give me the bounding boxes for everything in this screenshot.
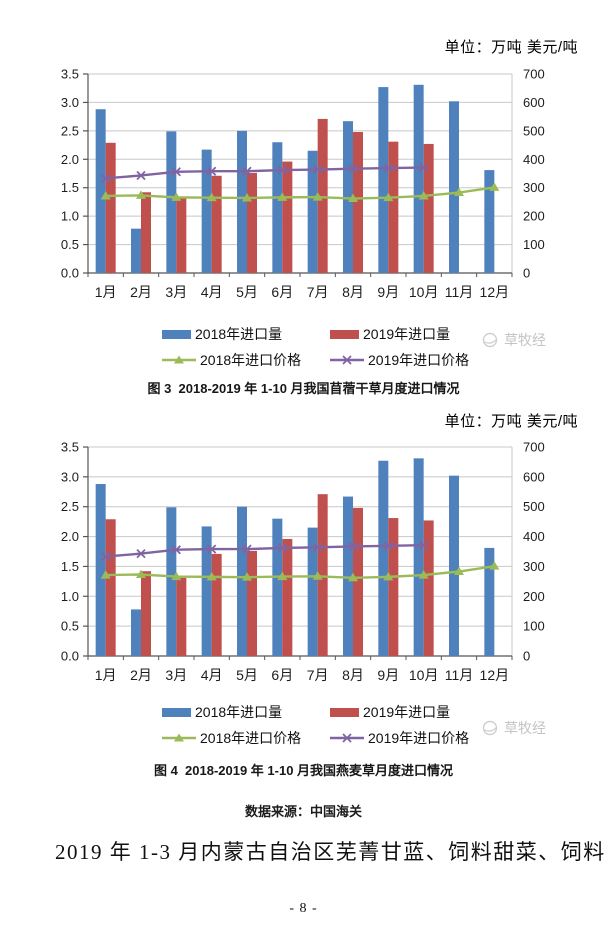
svg-text:11月: 11月	[445, 284, 474, 300]
legend-item-2018-volume: 2018年进口量	[162, 702, 330, 722]
page-number: - 8 -	[289, 901, 318, 916]
figure3-unit-label: 单位：万吨 美元/吨	[444, 39, 578, 56]
figure3-caption: 图 3 2018-2019 年 1-10 月我国苜蓿干草月度进口情况	[147, 381, 460, 396]
svg-text:400: 400	[523, 152, 545, 167]
svg-text:300: 300	[523, 180, 545, 195]
legend-item-2018-price: 2018年进口价格	[162, 728, 330, 748]
svg-text:600: 600	[523, 469, 545, 484]
legend-swatch-2018-volume	[162, 329, 191, 339]
legend-swatch-2019-price	[330, 732, 364, 744]
legend-label: 2018年进口价格	[200, 352, 302, 368]
svg-text:10月: 10月	[409, 284, 439, 300]
watermark-text: 草牧经	[504, 720, 546, 736]
svg-text:500: 500	[523, 499, 545, 514]
svg-text:2月: 2月	[130, 667, 152, 683]
legend-item-2019-price: 2019年进口价格	[330, 728, 498, 748]
legend-label: 2019年进口量	[363, 326, 451, 342]
svg-text:9月: 9月	[377, 284, 399, 300]
svg-text:7月: 7月	[307, 284, 329, 300]
svg-text:10月: 10月	[409, 667, 439, 683]
svg-text:9月: 9月	[377, 667, 399, 683]
svg-text:2.5: 2.5	[61, 499, 79, 514]
svg-text:1月: 1月	[95, 284, 117, 300]
figure3-legend: 2018年进口量 2019年进口量 2018年进口价格 2019年进口价格	[162, 324, 498, 370]
svg-text:11月: 11月	[445, 667, 474, 683]
svg-text:0.5: 0.5	[61, 619, 79, 634]
svg-text:3.5: 3.5	[61, 67, 79, 82]
svg-text:200: 200	[523, 589, 545, 604]
svg-text:2.0: 2.0	[61, 152, 79, 167]
figure4-legend: 2018年进口量 2019年进口量 2018年进口价格 2019年进口价格	[162, 702, 498, 748]
svg-text:0: 0	[523, 266, 530, 281]
legend-label: 2018年进口量	[195, 326, 283, 342]
svg-text:3.5: 3.5	[61, 440, 79, 455]
legend-item-2019-volume: 2019年进口量	[330, 324, 498, 344]
svg-text:100: 100	[523, 237, 545, 252]
svg-text:8月: 8月	[342, 667, 364, 683]
svg-text:300: 300	[523, 559, 545, 574]
svg-text:3月: 3月	[165, 667, 187, 683]
svg-text:700: 700	[523, 67, 545, 82]
figure4-unit-label: 单位：万吨 美元/吨	[444, 413, 578, 430]
svg-text:0.5: 0.5	[61, 237, 79, 252]
watermark: 草牧经	[481, 330, 546, 350]
svg-text:1.5: 1.5	[61, 559, 79, 574]
svg-text:7月: 7月	[307, 667, 329, 683]
legend-item-2018-volume: 2018年进口量	[162, 324, 330, 344]
svg-text:0: 0	[523, 649, 530, 664]
svg-text:4月: 4月	[201, 667, 223, 683]
svg-text:8月: 8月	[342, 284, 364, 300]
svg-text:3.0: 3.0	[61, 95, 79, 110]
svg-text:12月: 12月	[480, 284, 510, 300]
svg-text:500: 500	[523, 123, 545, 138]
legend-label: 2019年进口量	[363, 704, 451, 720]
legend-swatch-2018-price	[162, 354, 196, 366]
svg-text:1月: 1月	[95, 667, 117, 683]
legend-swatch-2018-volume	[162, 707, 191, 717]
svg-text:12月: 12月	[480, 667, 510, 683]
legend-item-2018-price: 2018年进口价格	[162, 350, 330, 370]
legend-label: 2019年进口价格	[368, 352, 470, 368]
svg-text:3月: 3月	[165, 284, 187, 300]
legend-swatch-2019-volume	[330, 707, 359, 717]
svg-text:0.0: 0.0	[61, 649, 79, 664]
svg-text:4月: 4月	[201, 284, 223, 300]
svg-text:100: 100	[523, 619, 545, 634]
svg-text:400: 400	[523, 529, 545, 544]
svg-text:5月: 5月	[236, 667, 258, 683]
legend-item-2019-volume: 2019年进口量	[330, 702, 498, 722]
svg-text:1.0: 1.0	[61, 589, 79, 604]
data-source-note: 数据来源：中国海关	[244, 804, 362, 819]
svg-text:6月: 6月	[271, 284, 293, 300]
figure4-combo-chart: 0.0 0.5 1.0 1.5 2.0 2.5 3.0 3.5 0 100 200 300 400 500…	[61, 440, 545, 684]
svg-text:3.0: 3.0	[61, 469, 79, 484]
legend-item-2019-price: 2019年进口价格	[330, 350, 498, 370]
legend-swatch-2019-volume	[330, 329, 359, 339]
svg-text:5月: 5月	[236, 284, 258, 300]
legend-label: 2018年进口价格	[200, 730, 302, 746]
svg-text:2.0: 2.0	[61, 529, 79, 544]
svg-text:6月: 6月	[271, 667, 293, 683]
svg-text:2月: 2月	[130, 284, 152, 300]
svg-text:2.5: 2.5	[61, 123, 79, 138]
figure3-combo-chart: 0.0 0.5 1.0 1.5 2.0 2.5 3.0 3.5 0 100 200 300 400 500…	[61, 67, 545, 301]
watermark-text: 草牧经	[504, 332, 546, 348]
body-paragraph: 2019 年 1-3 月内蒙古自治区芜菁甘蓝、饲料甜菜、饲料	[55, 840, 606, 864]
svg-text:600: 600	[523, 95, 545, 110]
legend-label: 2019年进口价格	[368, 730, 470, 746]
watermark-logo-icon	[482, 720, 498, 736]
svg-text:700: 700	[523, 440, 545, 455]
svg-text:1.0: 1.0	[61, 209, 79, 224]
legend-swatch-2019-price	[330, 354, 364, 366]
svg-text:1.5: 1.5	[61, 180, 79, 195]
watermark: 草牧经	[481, 718, 546, 738]
svg-text:0.0: 0.0	[61, 266, 79, 281]
watermark-logo-icon	[482, 332, 498, 348]
legend-swatch-2018-price	[162, 732, 196, 744]
figure4-caption: 图 4 2018-2019 年 1-10 月我国燕麦草月度进口情况	[153, 763, 454, 778]
legend-label: 2018年进口量	[195, 704, 283, 720]
svg-text:200: 200	[523, 209, 545, 224]
